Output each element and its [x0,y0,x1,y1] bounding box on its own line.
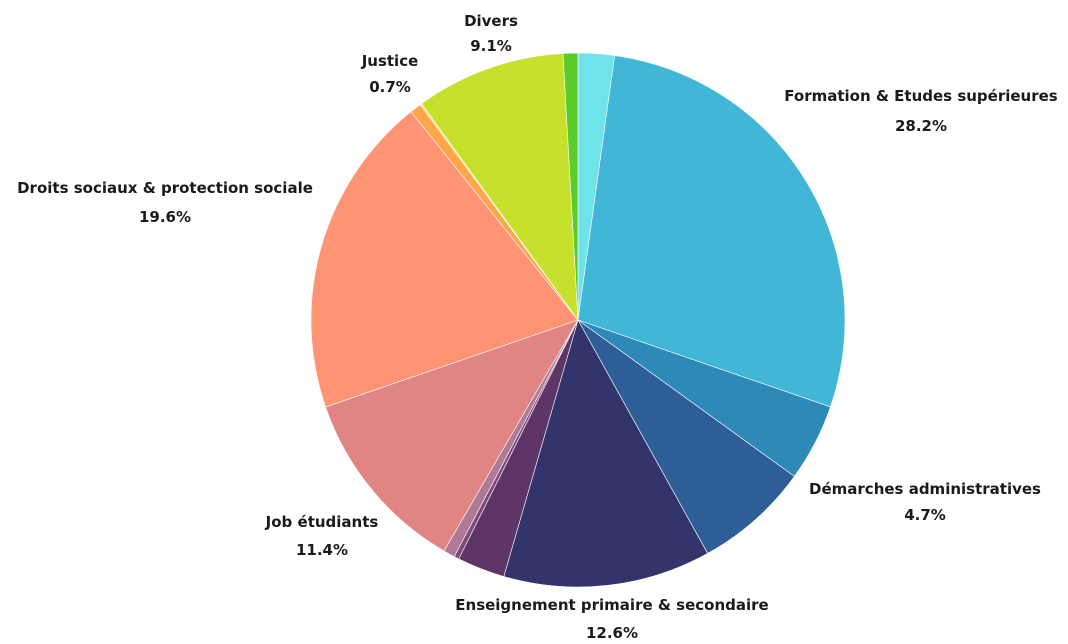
label-formation: Formation & Etudes supérieures [784,87,1058,105]
label-demarches: Démarches administratives [809,480,1041,498]
pie-slice-enseignement-primaire-secondaire [503,319,709,588]
value-formation: 28.2% [895,117,947,135]
value-divers: 9.1% [470,37,512,55]
value-demarches: 4.7% [904,506,946,524]
value-job-etudiants: 11.4% [296,541,348,559]
pie-labels: Divers 9.1% Justice 0.7% Formation & Etu… [17,12,1058,642]
pie-slice-formation-etudes-superieures [577,55,846,408]
label-divers: Divers [464,12,518,30]
pie-slice-job-etudiants [325,319,579,552]
value-droits-sociaux: 19.6% [139,208,191,226]
pie-slice-droits-sociaux-protection-sociale [310,111,579,408]
pie-slice-divers [421,53,579,322]
label-enseignement: Enseignement primaire & secondaire [455,596,768,614]
label-droits-sociaux: Droits sociaux & protection sociale [17,179,313,197]
pie-slices [310,52,846,588]
pie-slice-unlabeled-13 [562,52,579,321]
pie-slice-unlabeled-3 [577,319,795,554]
label-job-etudiants: Job étudiants [265,513,379,531]
label-justice: Justice [361,52,419,70]
value-enseignement: 12.6% [586,624,638,642]
value-justice: 0.7% [369,78,411,96]
